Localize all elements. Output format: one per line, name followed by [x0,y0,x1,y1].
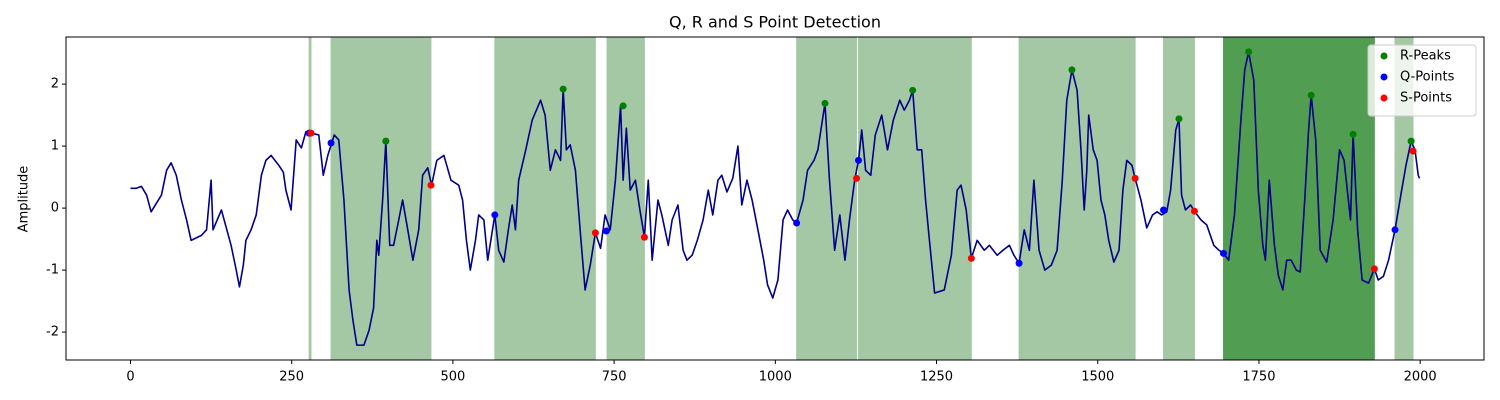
point-marker [619,102,627,110]
y-tick-label: 1 [51,139,59,154]
legend-label: R-Peaks [1400,49,1451,64]
point-marker [1307,91,1315,99]
legend-marker [1380,73,1388,81]
legend-label: S-Points [1400,91,1452,106]
point-marker [967,254,975,262]
point-marker [640,233,648,241]
point-marker [1160,206,1168,214]
highlight-span [858,36,972,361]
point-marker [327,139,335,147]
point-marker [1190,207,1198,215]
x-tick-label: 0 [126,370,134,385]
legend-box [1367,44,1477,117]
highlight-span [494,36,596,361]
point-marker [1407,137,1415,145]
point-marker [1015,259,1023,267]
point-marker [307,129,315,137]
point-marker [1409,147,1417,155]
point-marker [821,99,829,107]
point-marker [591,229,599,237]
point-marker [909,86,917,94]
highlight-span [1018,36,1136,361]
y-tick-label: -2 [46,325,59,340]
point-marker [559,85,567,93]
signal-line [130,51,1421,346]
legend-label: Q-Points [1400,70,1455,85]
highlight-span [1163,36,1195,361]
legend-marker [1380,52,1388,60]
highlight-span [796,36,858,361]
y-tick-label: 2 [51,77,59,92]
point-marker [1370,265,1378,273]
y-tick-label: 0 [51,201,59,216]
y-axis-label: Amplitude [17,166,32,233]
point-marker [1175,115,1183,123]
point-marker [793,219,801,227]
x-tick-label: 2000 [1404,370,1437,385]
legend-marker [1380,94,1388,102]
highlight-span [330,36,432,361]
y-tick-label: -1 [46,263,59,278]
point-marker [853,174,861,182]
x-tick-label: 1750 [1242,370,1275,385]
x-tick-label: 250 [279,370,304,385]
legend: R-Peaks Q-Points S-Points [1367,44,1477,117]
point-marker [855,156,863,164]
highlight-span [1222,36,1375,361]
x-tick-label: 1000 [759,370,792,385]
point-marker [1245,48,1253,56]
point-marker [1131,174,1139,182]
point-marker [1068,66,1076,74]
chart-title: Q, R and S Point Detection [669,13,881,32]
x-tick-label: 500 [440,370,465,385]
point-marker [1219,249,1227,257]
point-marker [1349,130,1357,138]
point-marker [382,137,390,145]
point-marker [427,181,435,189]
x-tick-label: 750 [602,370,627,385]
point-marker [602,227,610,235]
point-marker [1391,226,1399,234]
plot-frame [65,36,1485,361]
highlight-span [308,36,312,361]
x-tick-label: 1250 [920,370,953,385]
point-marker [491,211,499,219]
x-tick-label: 1500 [1081,370,1114,385]
